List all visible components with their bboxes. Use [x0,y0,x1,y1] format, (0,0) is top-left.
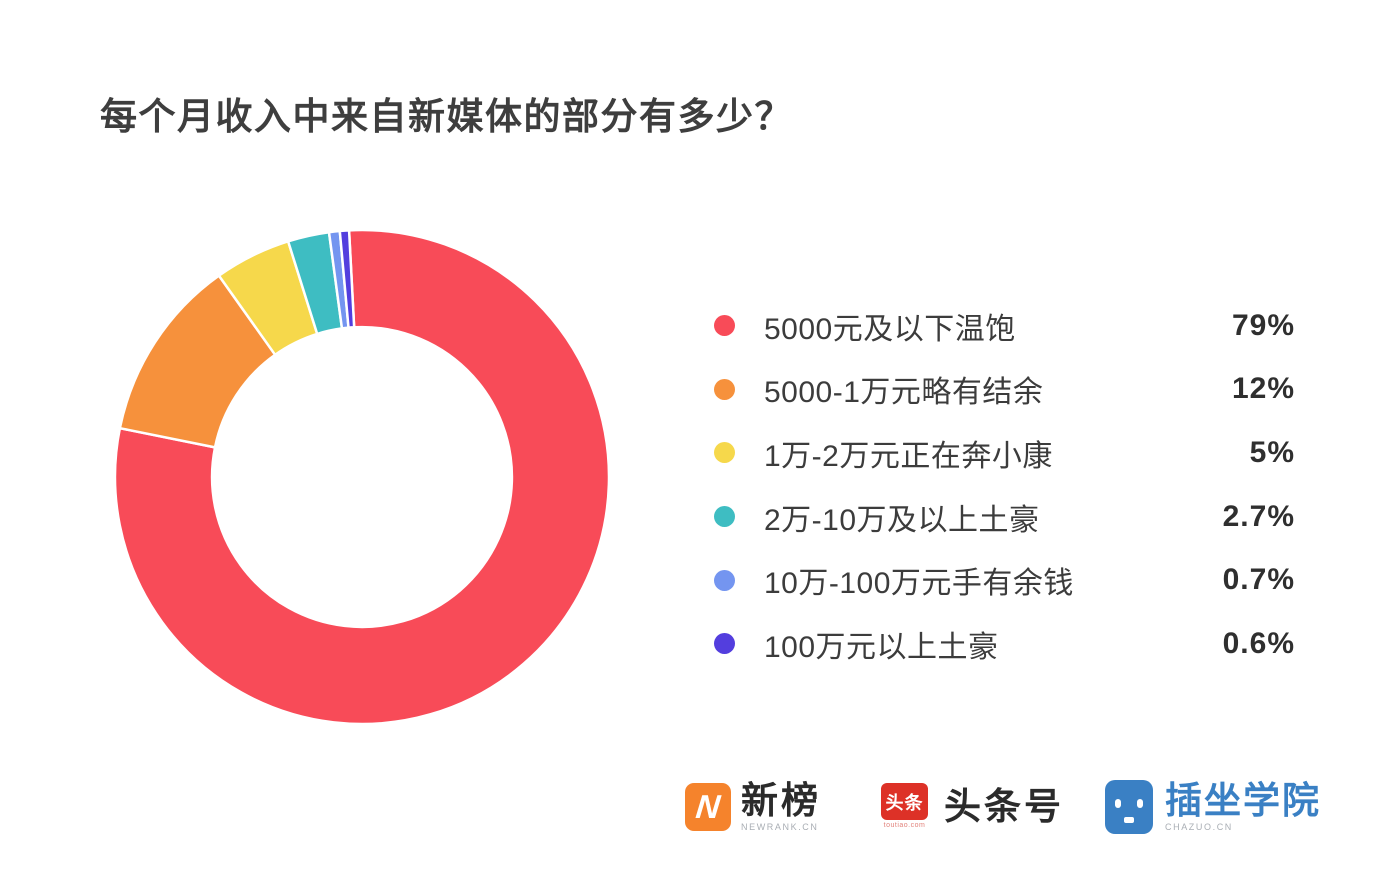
legend-row: 10万-100万元手有余钱 0.7% [714,548,1295,612]
legend-label: 5000元及以下温饱 [764,312,1016,346]
legend-color-dot [714,569,735,591]
chazuo-eye-left [1115,799,1121,808]
legend-value: 0.7% [1222,563,1295,597]
legend-color-dot [714,442,735,464]
legend-label: 5000-1万元略有结余 [764,376,1044,410]
legend-color-dot [714,315,735,337]
newrank-mark-icon: N [685,783,731,831]
chazuo-mark-icon [1105,780,1153,834]
donut-slice-0 [113,228,611,726]
donut-chart [113,228,611,726]
chart-legend: 5000元及以下温饱 79% 5000-1万元略有结余 12% 1万-2万元正在… [714,294,1295,676]
legend-value: 12% [1231,372,1295,406]
legend-row: 2万-10万及以上土豪 2.7% [714,485,1295,549]
legend-value: 79% [1231,308,1295,342]
legend-label: 1万-2万元正在奔小康 [764,439,1053,473]
legend-color-dot [714,633,735,655]
legend-value: 0.6% [1222,626,1295,660]
legend-color-dot [714,506,735,528]
legend-value: 2.7% [1222,499,1295,533]
legend-row: 1万-2万元正在奔小康 5% [714,421,1295,485]
newrank-subtitle: NEWRANK.CN [741,822,819,832]
newrank-title: 新榜 [741,780,821,821]
chazuo-subtitle: CHAZUO.CN [1165,822,1233,832]
toutiao-logo: 头条 toutiao.com 头条号 [881,783,1064,829]
newrank-logo: N 新榜 NEWRANK.CN [685,782,821,832]
legend-row: 5000元及以下温饱 79% [714,294,1295,358]
chazuo-logo: 插坐学院 CHAZUO.CN [1105,780,1321,834]
legend-row: 5000-1万元略有结余 12% [714,358,1295,422]
toutiao-title: 头条号 [944,785,1064,827]
chazuo-mouth [1124,817,1134,823]
legend-label: 2万-10万及以上土豪 [764,503,1040,537]
legend-label: 10万-100万元手有余钱 [764,567,1074,601]
legend-value: 5% [1249,435,1295,469]
toutiao-badge-subtext: toutiao.com [883,822,926,829]
legend-color-dot [714,378,735,400]
legend-row: 100万元以上土豪 0.6% [714,612,1295,676]
page-title: 每个月收入中来自新媒体的部分有多少？ [100,96,793,137]
toutiao-badge-icon: 头条 [881,783,928,820]
donut-slice-5 [338,229,356,329]
legend-label: 100万元以上土豪 [764,630,999,664]
chazuo-eye-right [1137,799,1143,808]
chazuo-title: 插坐学院 [1165,780,1321,821]
